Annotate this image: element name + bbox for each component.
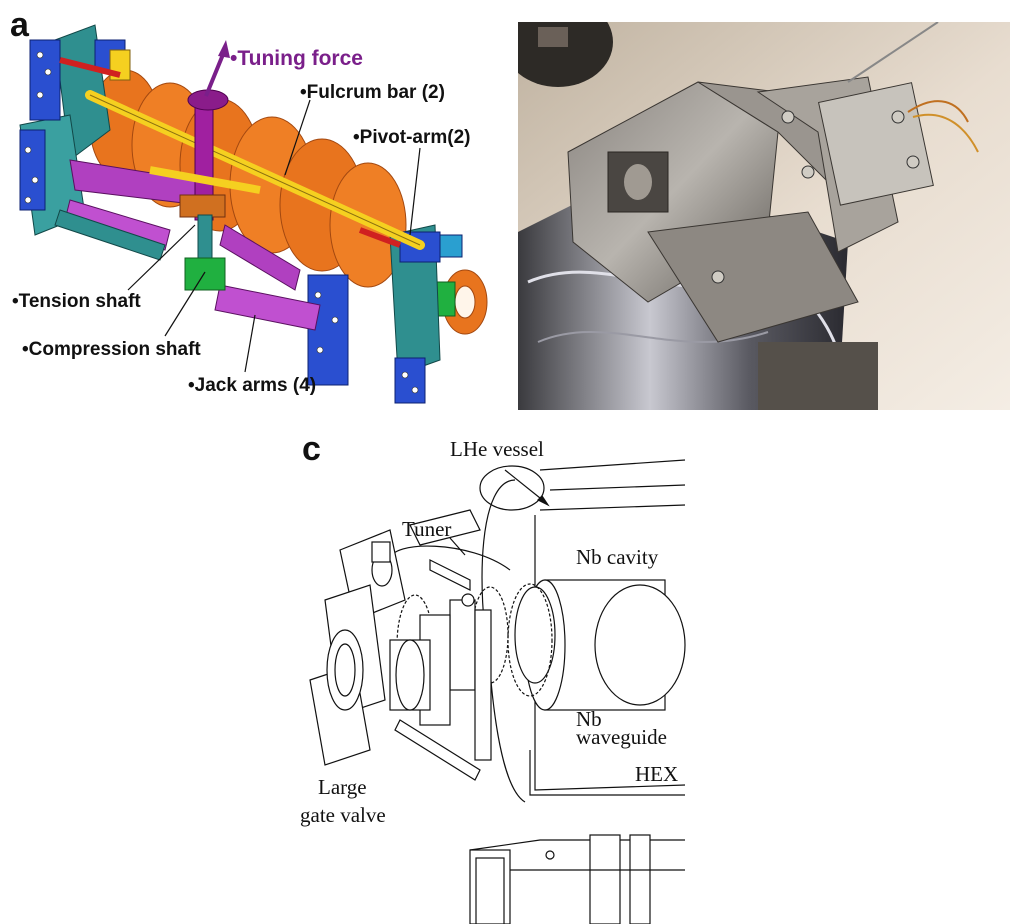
tuner-mechanism	[567, 76, 934, 343]
panel-a-letter: a	[10, 6, 29, 44]
tuner-photograph	[518, 22, 1010, 410]
label-nb: Nb	[576, 707, 602, 731]
label-compression-shaft: •Compression shaft	[22, 339, 201, 360]
label-nb-cavity: Nb cavity	[576, 545, 659, 569]
right-flange	[307, 224, 463, 404]
label-gate-valve: gate valve	[300, 803, 386, 827]
label-tuner: Tuner	[402, 517, 452, 541]
left-flange	[19, 24, 131, 236]
tuning-force-arrow	[204, 51, 226, 97]
label-tuning-force: •Tuning force	[230, 47, 363, 70]
panel-c: c LHe vessel Tuner Nb cavity Nb waveguid…	[290, 430, 690, 924]
label-hex: HEX	[635, 762, 679, 786]
hex-box-drawing	[469, 834, 685, 924]
label-jack-arms: •Jack arms (4)	[188, 375, 317, 396]
label-waveguide: waveguide	[576, 725, 667, 749]
panel-b: b	[518, 22, 1010, 410]
tuner-3d-model	[19, 24, 488, 404]
label-pivot-arm: •Pivot-arm(2)	[353, 127, 471, 148]
panel-a: a •Tuning force •Fulcrum bar (2) •Pivot-…	[0, 0, 510, 410]
cryomodule-line-drawing	[309, 459, 686, 924]
leader-lines	[127, 99, 421, 373]
label-tension-shaft: •Tension shaft	[12, 291, 141, 312]
jack-arms	[54, 159, 321, 331]
label-fulcrum-bar: •Fulcrum bar (2)	[300, 82, 445, 103]
tension-compression-shafts	[149, 89, 261, 291]
label-large: Large	[318, 775, 367, 799]
label-lhe-vessel: LHe vessel	[450, 437, 544, 461]
gate-valve-drawing	[309, 529, 431, 766]
panel-c-letter: c	[302, 430, 321, 468]
